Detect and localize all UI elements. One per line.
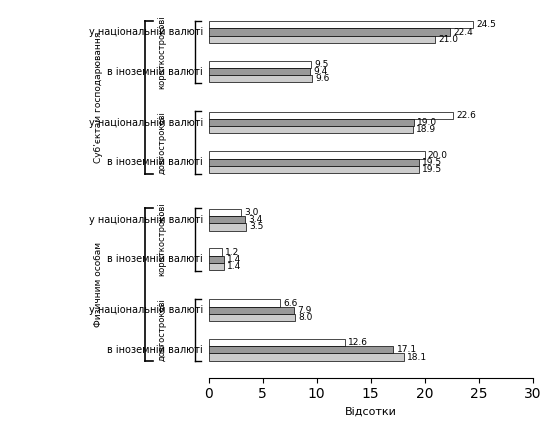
Text: 3.5: 3.5: [250, 222, 264, 231]
Bar: [209, 158, 419, 166]
Text: 1.4: 1.4: [227, 255, 241, 264]
Bar: [209, 209, 241, 216]
Bar: [209, 314, 295, 321]
Text: 12.6: 12.6: [348, 338, 368, 347]
Text: 21.0: 21.0: [439, 35, 458, 44]
Bar: [209, 353, 404, 361]
Bar: [209, 346, 393, 353]
Text: 8.0: 8.0: [298, 313, 312, 322]
Text: 20.0: 20.0: [428, 151, 448, 160]
Bar: [209, 166, 419, 173]
Text: 18.1: 18.1: [407, 352, 428, 362]
Bar: [209, 249, 222, 256]
Text: 1.2: 1.2: [225, 247, 239, 256]
Text: Суб’єктам господарювання: Суб’єктам господарювання: [94, 31, 103, 163]
Text: 3.0: 3.0: [244, 208, 259, 217]
Text: Физичним особам: Физичним особам: [94, 242, 103, 327]
Text: у національній валюті: у національній валюті: [89, 305, 203, 315]
Bar: [209, 119, 414, 126]
Bar: [209, 112, 452, 119]
Bar: [209, 151, 424, 158]
Text: короткострокові: короткострокові: [158, 15, 166, 89]
Bar: [209, 21, 473, 29]
Bar: [209, 263, 224, 270]
Text: в іноземній валюті: в іноземній валюті: [108, 157, 203, 167]
Text: у національній валюті: у національній валюті: [89, 27, 203, 37]
Text: 1.4: 1.4: [227, 262, 241, 271]
Text: у національній валюті: у національній валюті: [89, 118, 203, 128]
Text: 22.4: 22.4: [453, 28, 473, 36]
Text: 19.5: 19.5: [422, 165, 442, 174]
Text: 9.5: 9.5: [315, 60, 329, 69]
Text: в іноземній валюті: в іноземній валюті: [108, 67, 203, 77]
Text: довгострокові: довгострокові: [158, 111, 166, 174]
Bar: [209, 216, 245, 224]
Bar: [209, 224, 247, 230]
Text: у національній валюті: у національній валюті: [89, 215, 203, 225]
Text: короткострокові: короткострокові: [158, 203, 166, 276]
Bar: [209, 256, 224, 263]
Text: в іноземній валюті: в іноземній валюті: [108, 345, 203, 355]
Text: 9.6: 9.6: [316, 74, 330, 83]
Text: 6.6: 6.6: [283, 299, 298, 308]
Bar: [209, 29, 451, 36]
Text: 19.0: 19.0: [417, 118, 437, 127]
Text: 18.9: 18.9: [416, 125, 436, 135]
Text: 19.5: 19.5: [422, 158, 442, 167]
Text: 24.5: 24.5: [477, 20, 496, 30]
Text: 3.4: 3.4: [249, 215, 263, 224]
Text: довгострокові: довгострокові: [158, 299, 166, 362]
Text: 9.4: 9.4: [313, 67, 328, 76]
Bar: [209, 75, 312, 82]
Text: 22.6: 22.6: [456, 111, 476, 120]
Text: 17.1: 17.1: [396, 345, 417, 354]
Bar: [209, 68, 310, 75]
Bar: [209, 126, 413, 133]
X-axis label: Відсотки: Відсотки: [345, 407, 396, 417]
Bar: [209, 339, 345, 346]
Text: в іноземній валюті: в іноземній валюті: [108, 254, 203, 264]
Bar: [209, 307, 294, 314]
Text: 7.9: 7.9: [297, 306, 311, 315]
Bar: [209, 36, 435, 43]
Bar: [209, 299, 280, 307]
Bar: [209, 61, 311, 68]
